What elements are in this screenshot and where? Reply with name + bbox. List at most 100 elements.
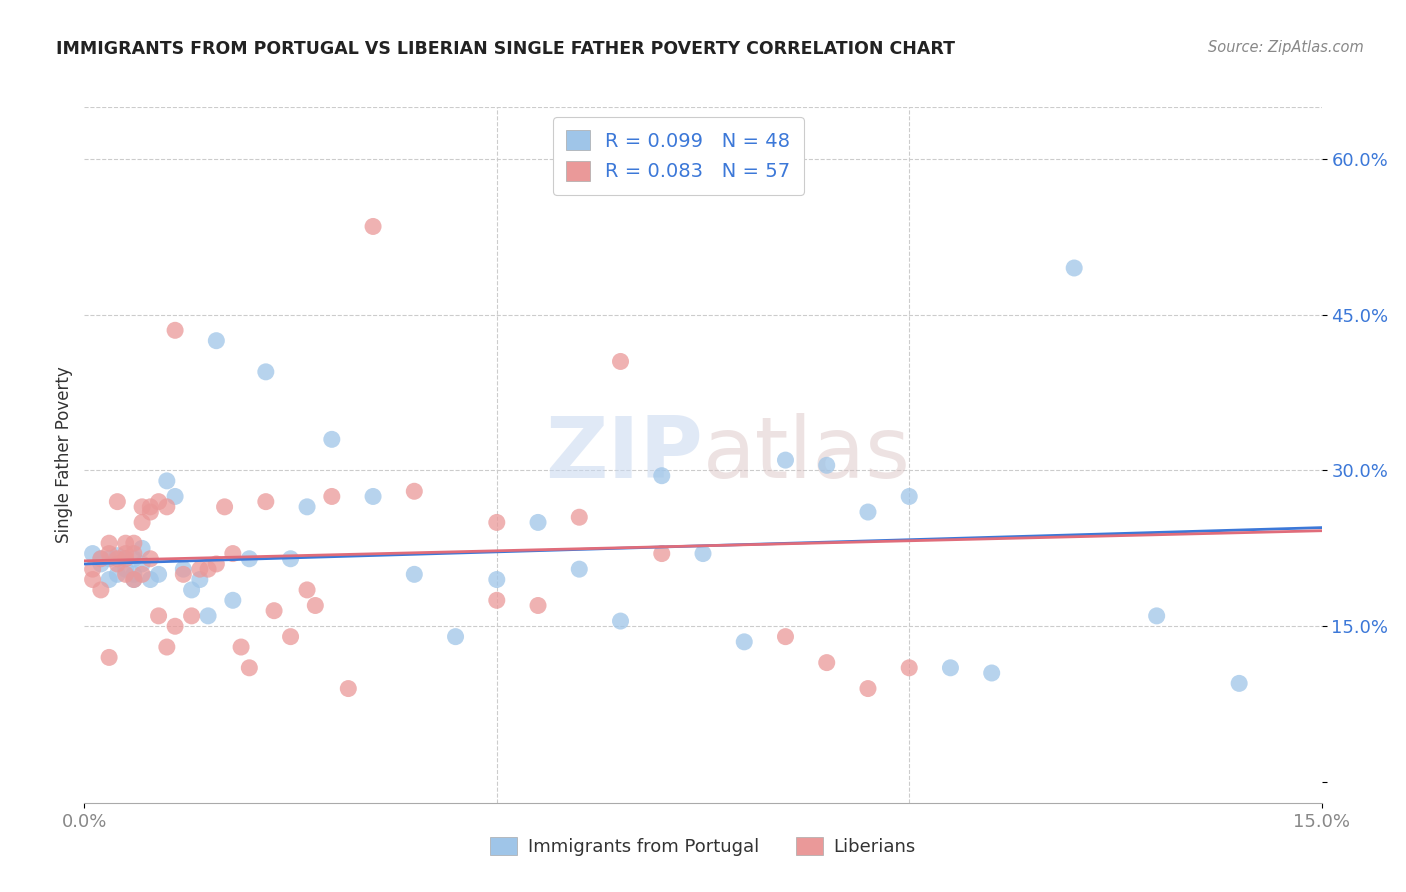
Point (105, 567, 128, 582)
Point (122, 547, 145, 561)
Point (98, 573, 121, 587)
Point (238, 551, 260, 566)
Point (131, 500, 153, 514)
Point (295, 500, 318, 514)
Point (205, 557, 228, 571)
Point (114, 551, 136, 566)
Point (122, 573, 145, 587)
Point (148, 608, 170, 623)
Text: atlas: atlas (703, 413, 911, 497)
Point (361, 219, 384, 234)
Point (214, 500, 236, 514)
Point (568, 562, 591, 576)
Point (98, 536, 121, 550)
Point (90, 551, 112, 566)
Point (568, 510, 591, 524)
Point (609, 614, 631, 628)
Point (114, 551, 136, 566)
Point (222, 593, 245, 607)
Text: IMMIGRANTS FROM PORTUGAL VS LIBERIAN SINGLE FATHER POVERTY CORRELATION CHART: IMMIGRANTS FROM PORTUGAL VS LIBERIAN SIN… (56, 40, 955, 58)
Point (856, 505, 879, 519)
Point (114, 567, 136, 582)
Point (131, 567, 153, 582)
Text: ZIP: ZIP (546, 413, 703, 497)
Point (165, 490, 187, 504)
Point (692, 547, 714, 561)
Point (114, 562, 136, 576)
Point (404, 567, 426, 582)
Point (651, 547, 673, 561)
Point (131, 516, 153, 530)
Point (131, 557, 153, 571)
Point (1227, 676, 1250, 690)
Point (105, 494, 128, 508)
Point (1146, 608, 1168, 623)
Point (939, 661, 962, 675)
Point (527, 516, 550, 530)
Point (321, 433, 343, 447)
Point (139, 551, 162, 566)
Point (172, 567, 194, 582)
Point (254, 494, 277, 508)
Point (82, 547, 104, 561)
Point (280, 630, 302, 644)
Point (304, 599, 326, 613)
Legend: Immigrants from Portugal, Liberians: Immigrants from Portugal, Liberians (484, 830, 922, 863)
Point (165, 323, 187, 337)
Point (815, 656, 838, 670)
Point (444, 630, 467, 644)
Point (898, 490, 921, 504)
Point (98, 547, 121, 561)
Point (105, 551, 128, 566)
Point (122, 567, 145, 582)
Point (114, 536, 136, 550)
Point (197, 608, 219, 623)
Point (82, 573, 104, 587)
Point (263, 604, 285, 618)
Point (254, 365, 277, 379)
Point (485, 593, 508, 607)
Point (404, 484, 426, 499)
Point (156, 640, 179, 654)
Point (90, 582, 112, 597)
Point (156, 474, 179, 488)
Point (90, 551, 112, 566)
Point (180, 582, 202, 597)
Point (122, 536, 145, 550)
Point (775, 630, 797, 644)
Point (188, 573, 211, 587)
Point (609, 354, 631, 368)
Point (361, 490, 384, 504)
Point (156, 500, 179, 514)
Point (148, 567, 170, 582)
Point (139, 505, 162, 519)
Point (651, 468, 673, 483)
Text: Source: ZipAtlas.com: Source: ZipAtlas.com (1208, 40, 1364, 55)
Point (775, 453, 797, 467)
Point (105, 557, 128, 571)
Point (139, 500, 162, 514)
Point (188, 562, 211, 576)
Y-axis label: Single Father Poverty: Single Father Poverty (55, 367, 73, 543)
Point (1063, 260, 1085, 275)
Point (295, 582, 318, 597)
Point (131, 541, 153, 556)
Point (485, 573, 508, 587)
Point (321, 490, 343, 504)
Point (898, 661, 921, 675)
Point (856, 681, 879, 696)
Point (197, 562, 219, 576)
Point (229, 640, 252, 654)
Point (205, 334, 228, 348)
Point (114, 547, 136, 561)
Point (90, 557, 112, 571)
Point (222, 547, 245, 561)
Point (165, 619, 187, 633)
Point (485, 516, 508, 530)
Point (180, 608, 202, 623)
Point (139, 573, 162, 587)
Point (148, 494, 170, 508)
Point (105, 549, 128, 563)
Point (98, 650, 121, 665)
Point (280, 551, 302, 566)
